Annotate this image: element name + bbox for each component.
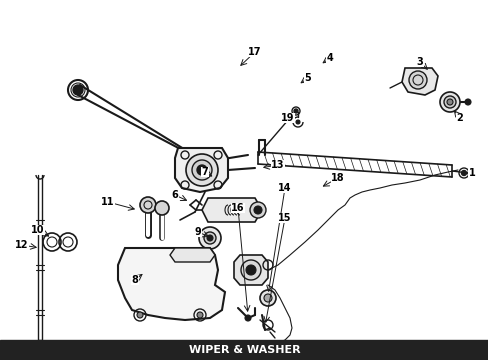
Polygon shape — [175, 148, 227, 192]
Text: 14: 14 — [278, 183, 291, 193]
Circle shape — [241, 260, 261, 280]
Text: 7: 7 — [201, 167, 208, 177]
Text: 16: 16 — [231, 203, 244, 213]
Bar — [0, 340, 488, 360]
Text: 12: 12 — [15, 240, 29, 250]
Text: 17: 17 — [248, 47, 261, 57]
Circle shape — [293, 109, 297, 113]
Circle shape — [461, 171, 466, 175]
Circle shape — [197, 165, 206, 175]
Text: 8: 8 — [131, 275, 138, 285]
Text: 13: 13 — [271, 160, 284, 170]
Circle shape — [155, 201, 169, 215]
Circle shape — [192, 160, 212, 180]
Polygon shape — [202, 198, 262, 222]
Circle shape — [244, 315, 250, 321]
Circle shape — [253, 206, 262, 214]
Polygon shape — [234, 255, 267, 285]
Text: 15: 15 — [278, 213, 291, 223]
Circle shape — [260, 290, 275, 306]
Circle shape — [199, 227, 221, 249]
Circle shape — [249, 202, 265, 218]
Circle shape — [73, 85, 83, 95]
Circle shape — [264, 294, 271, 302]
Text: 10: 10 — [31, 225, 45, 235]
Circle shape — [206, 235, 213, 241]
Polygon shape — [118, 248, 224, 320]
Text: WIPER & WASHER: WIPER & WASHER — [188, 345, 300, 355]
Circle shape — [408, 71, 426, 89]
Text: 1: 1 — [468, 168, 474, 178]
Circle shape — [140, 197, 156, 213]
Polygon shape — [401, 68, 437, 95]
Text: 18: 18 — [330, 173, 344, 183]
Text: 4: 4 — [326, 53, 333, 63]
Circle shape — [295, 120, 299, 124]
Circle shape — [245, 265, 256, 275]
Text: 5: 5 — [304, 73, 311, 83]
Circle shape — [464, 99, 470, 105]
Circle shape — [197, 312, 203, 318]
Circle shape — [443, 96, 455, 108]
Text: 19: 19 — [281, 113, 294, 123]
Text: 6: 6 — [171, 190, 178, 200]
Circle shape — [137, 312, 142, 318]
Circle shape — [203, 232, 216, 244]
Polygon shape — [170, 248, 215, 262]
Circle shape — [439, 92, 459, 112]
Text: 2: 2 — [456, 113, 463, 123]
Circle shape — [446, 99, 452, 105]
Text: 3: 3 — [416, 57, 423, 67]
Text: 9: 9 — [194, 227, 201, 237]
Circle shape — [185, 154, 218, 186]
Text: 11: 11 — [101, 197, 115, 207]
